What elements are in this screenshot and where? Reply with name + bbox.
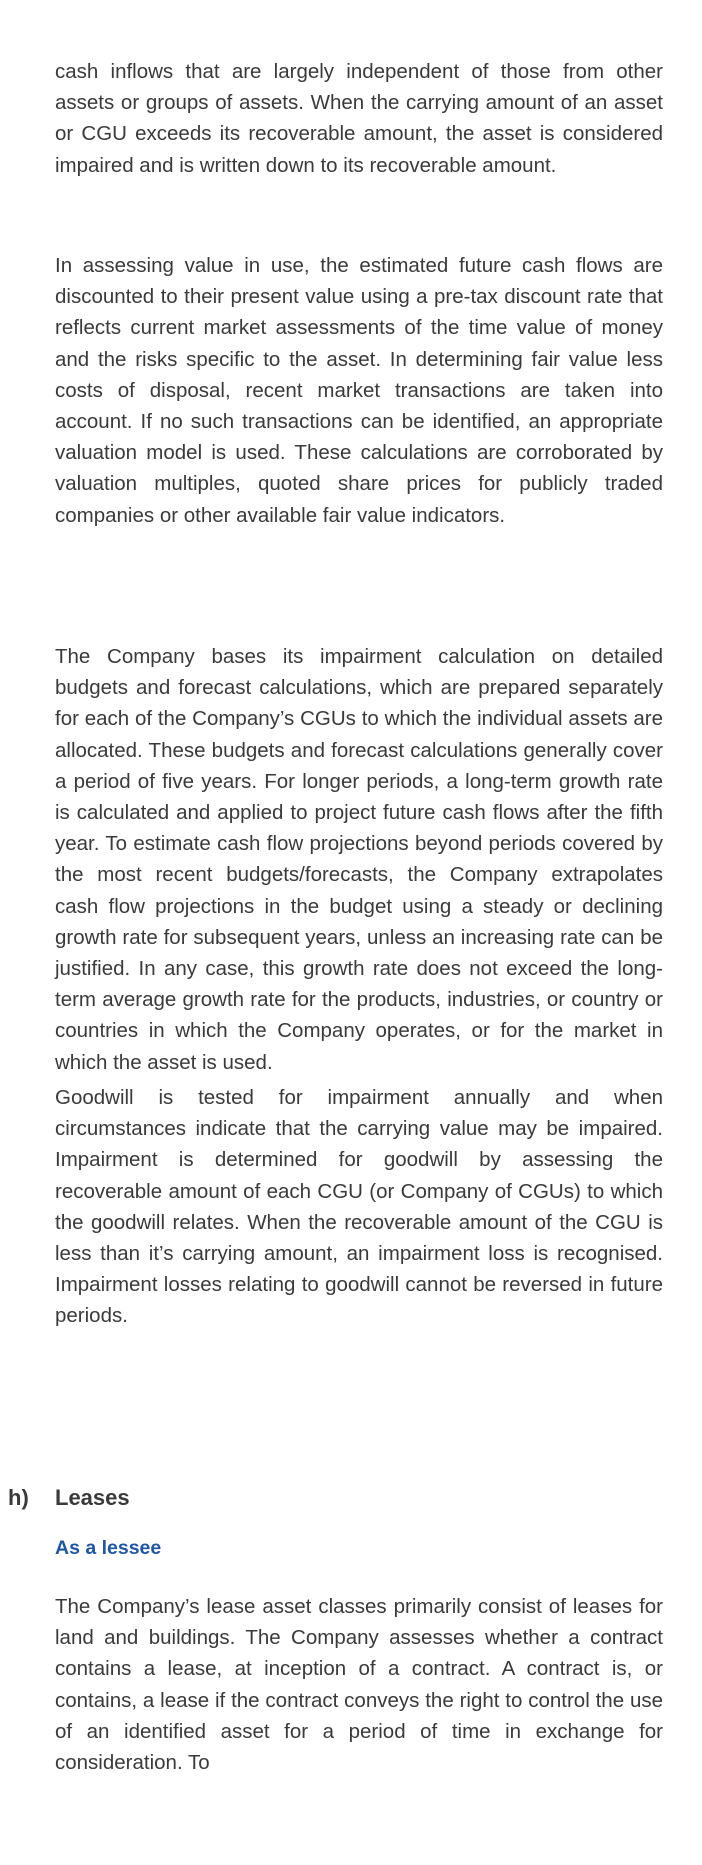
section-heading-leases: h) Leases <box>8 1485 130 1511</box>
subheading-as-a-lessee: As a lessee <box>55 1537 162 1559</box>
paragraph-value-in-use: In assessing value in use, the estimated… <box>55 254 663 527</box>
paragraph-goodwill: Goodwill is tested for impairment annual… <box>55 1086 663 1328</box>
section-title: Leases <box>55 1485 130 1510</box>
paragraph-lease-classes: The Company’s lease asset classes primar… <box>55 1595 663 1775</box>
section-letter: h) <box>8 1485 29 1510</box>
paragraph-impairment-cgu: cash inflows that are largely independen… <box>55 60 663 177</box>
paragraph-impairment-calculation: The Company bases its impairment calcula… <box>55 645 663 1074</box>
